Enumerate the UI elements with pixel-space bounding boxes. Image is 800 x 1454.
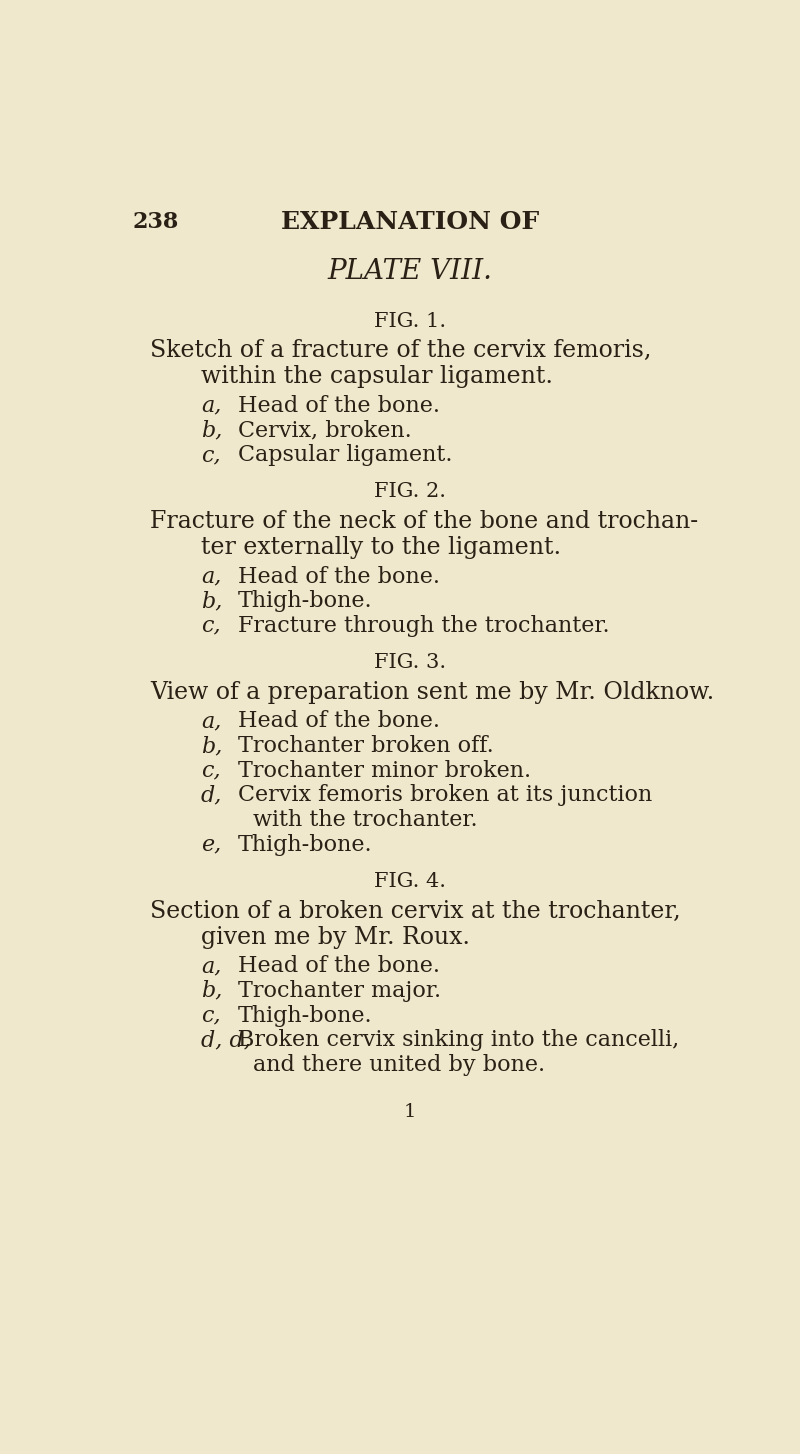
Text: Thigh-bone.: Thigh-bone. [238,590,373,612]
Text: Trochanter broken off.: Trochanter broken off. [238,736,494,758]
Text: e,: e, [201,833,221,855]
Text: b,: b, [201,590,222,612]
Text: Thigh-bone.: Thigh-bone. [238,1005,373,1027]
Text: FIG. 4.: FIG. 4. [374,872,446,891]
Text: ter externally to the ligament.: ter externally to the ligament. [201,537,561,560]
Text: Capsular ligament.: Capsular ligament. [238,443,453,465]
Text: d, d,: d, d, [201,1029,250,1051]
Text: Broken cervix sinking into the cancelli,: Broken cervix sinking into the cancelli, [238,1029,679,1051]
Text: Head of the bone.: Head of the bone. [238,711,440,733]
Text: c,: c, [201,759,220,782]
Text: Trochanter major.: Trochanter major. [238,980,441,1002]
Text: FIG. 3.: FIG. 3. [374,653,446,672]
Text: b,: b, [201,736,222,758]
Text: Sketch of a fracture of the cervix femoris,: Sketch of a fracture of the cervix femor… [150,339,652,362]
Text: and there united by bone.: and there united by bone. [254,1054,546,1076]
Text: 238: 238 [133,211,179,234]
Text: with the trochanter.: with the trochanter. [254,808,478,830]
Text: 1: 1 [404,1104,416,1121]
Text: PLATE VIII.: PLATE VIII. [327,257,493,285]
Text: FIG. 2.: FIG. 2. [374,483,446,502]
Text: Head of the bone.: Head of the bone. [238,566,440,587]
Text: Thigh-bone.: Thigh-bone. [238,833,373,855]
Text: a,: a, [201,711,221,733]
Text: a,: a, [201,566,221,587]
Text: c,: c, [201,615,220,637]
Text: c,: c, [201,443,220,465]
Text: Section of a broken cervix at the trochanter,: Section of a broken cervix at the trocha… [150,900,681,923]
Text: Fracture of the neck of the bone and trochan-: Fracture of the neck of the bone and tro… [150,510,698,534]
Text: b,: b, [201,419,222,442]
Text: Head of the bone.: Head of the bone. [238,955,440,977]
Text: a,: a, [201,394,221,417]
Text: a,: a, [201,955,221,977]
Text: FIG. 1.: FIG. 1. [374,311,446,330]
Text: Cervix, broken.: Cervix, broken. [238,419,412,442]
Text: View of a preparation sent me by Mr. Oldknow.: View of a preparation sent me by Mr. Old… [150,680,714,704]
Text: b,: b, [201,980,222,1002]
Text: Fracture through the trochanter.: Fracture through the trochanter. [238,615,610,637]
Text: Trochanter minor broken.: Trochanter minor broken. [238,759,531,782]
Text: d,: d, [201,784,222,807]
Text: c,: c, [201,1005,220,1027]
Text: EXPLANATION OF: EXPLANATION OF [281,209,539,234]
Text: Cervix femoris broken at its junction: Cervix femoris broken at its junction [238,784,652,807]
Text: within the capsular ligament.: within the capsular ligament. [201,365,553,388]
Text: Head of the bone.: Head of the bone. [238,394,440,417]
Text: given me by Mr. Roux.: given me by Mr. Roux. [201,926,470,949]
